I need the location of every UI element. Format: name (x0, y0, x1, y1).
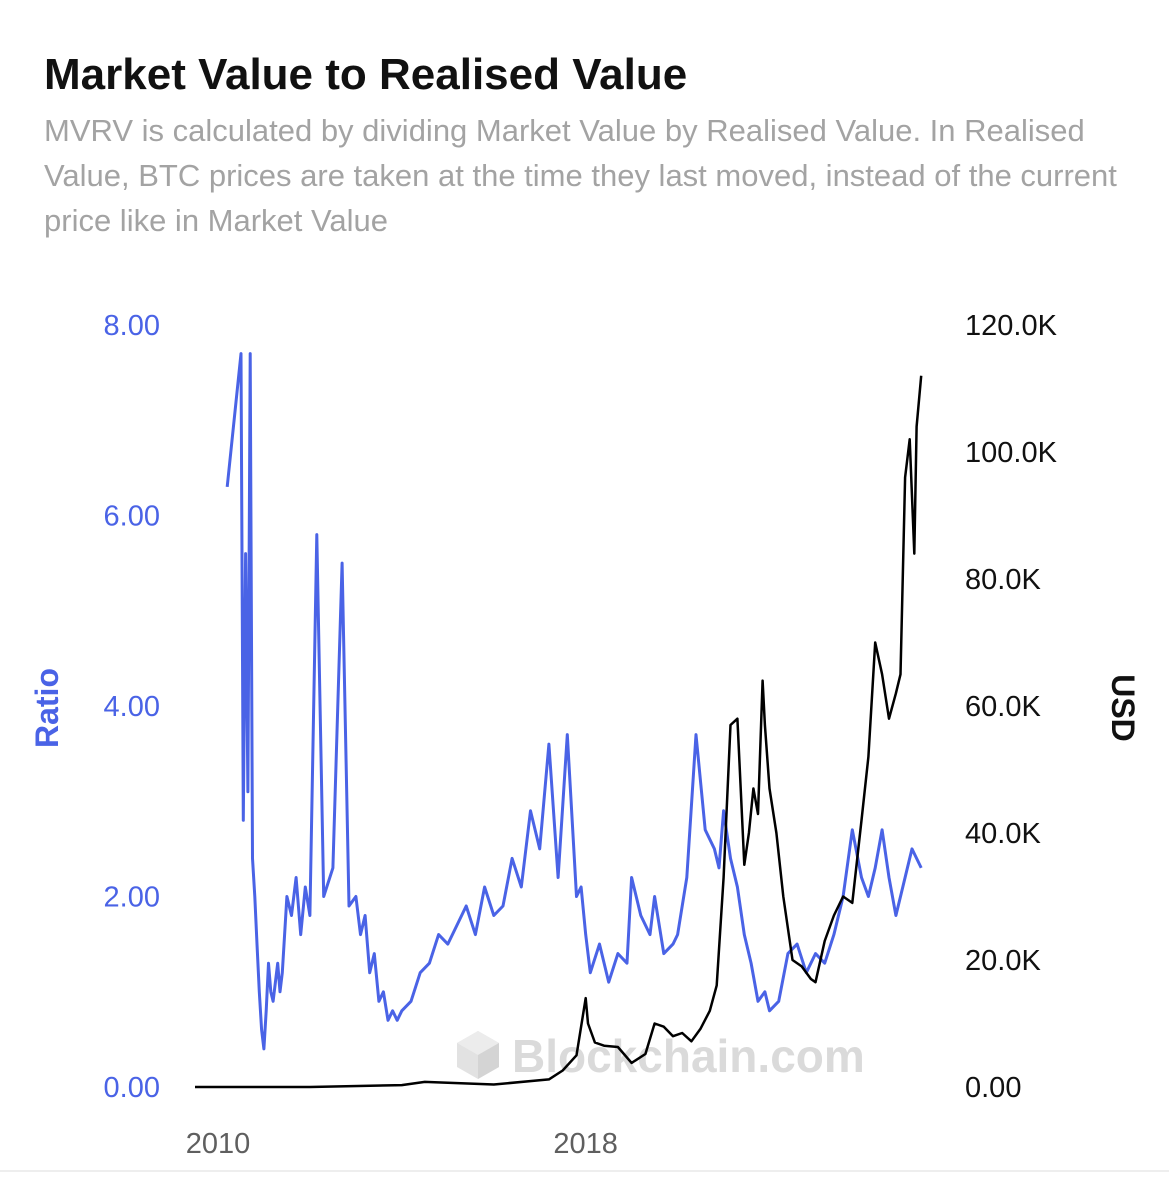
price-series-line (195, 375, 923, 1089)
left-tick-label: 4.00 (104, 691, 160, 723)
right-axis-ticks: 0.00 20.0K 40.0K 60.0K 80.0K 100.0K 120.0K (965, 310, 1058, 1104)
right-tick-label: 120.0K (965, 310, 1058, 342)
right-tick-label: 60.0K (965, 691, 1041, 723)
x-tick-label: 2010 (186, 1128, 251, 1160)
left-tick-label: 8.00 (104, 310, 160, 342)
left-tick-label: 6.00 (104, 501, 160, 533)
left-tick-label: 2.00 (104, 882, 160, 914)
right-tick-label: 80.0K (965, 564, 1041, 596)
watermark: Blockchain.com (457, 1030, 865, 1082)
mvrv-chart: Blockchain.com 0.00 2.00 4.00 6.00 8.00 0.00… (29, 310, 1141, 1160)
left-axis-ticks: 0.00 2.00 4.00 6.00 8.00 (104, 310, 160, 1104)
x-tick-label: 2018 (553, 1128, 618, 1160)
right-tick-label: 20.0K (965, 945, 1041, 977)
chart-subtitle: MVRV is calculated by dividing Market Va… (44, 113, 1117, 238)
right-tick-label: 0.00 (965, 1072, 1021, 1104)
right-axis-title: USD (1105, 674, 1141, 742)
plot-area (195, 352, 923, 1089)
right-tick-label: 40.0K (965, 818, 1041, 850)
blockchain-logo-icon (457, 1031, 499, 1079)
right-tick-label: 100.0K (965, 437, 1058, 469)
left-axis-title: Ratio (29, 668, 65, 748)
left-tick-label: 0.00 (104, 1072, 160, 1104)
x-axis-ticks: 2010 2018 (186, 1128, 618, 1160)
bottom-divider (0, 1170, 1169, 1172)
mvrv-series-line (225, 352, 923, 1051)
chart-title: Market Value to Realised Value (44, 50, 688, 99)
